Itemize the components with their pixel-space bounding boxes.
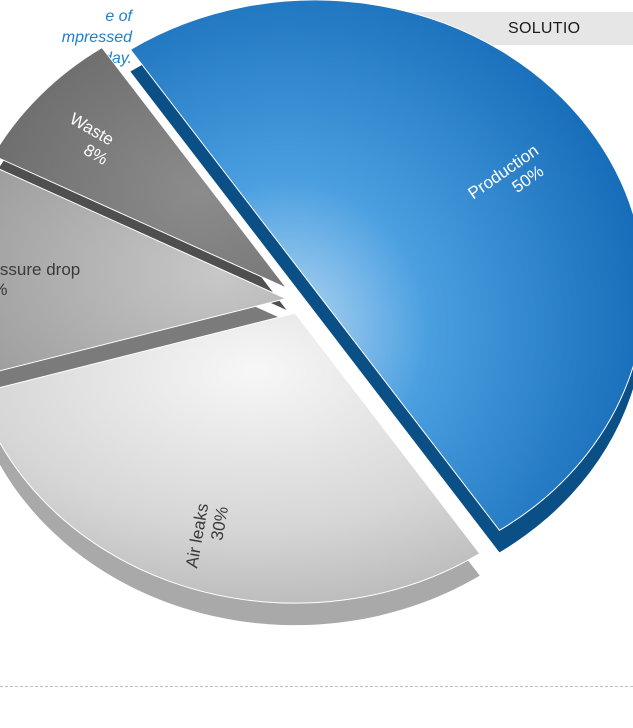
dashed-divider bbox=[0, 686, 633, 687]
pie-label-pressure-drop-value: 12% bbox=[0, 280, 8, 299]
intro-line-1: e of bbox=[105, 8, 132, 25]
solution-banner-label: SOLUTIO bbox=[508, 20, 581, 37]
pie-slice-pressure-drop bbox=[0, 168, 288, 372]
pie-slice-waste bbox=[0, 46, 287, 289]
pie-slice-air-leaks bbox=[0, 312, 481, 604]
pie-label-pressure-drop: Pressure drop12% bbox=[0, 260, 80, 299]
intro-line-2: mpressed bbox=[61, 29, 132, 46]
pie-label-pressure-drop-name: Pressure drop bbox=[0, 260, 80, 279]
pie-slice-production bbox=[129, 0, 633, 532]
